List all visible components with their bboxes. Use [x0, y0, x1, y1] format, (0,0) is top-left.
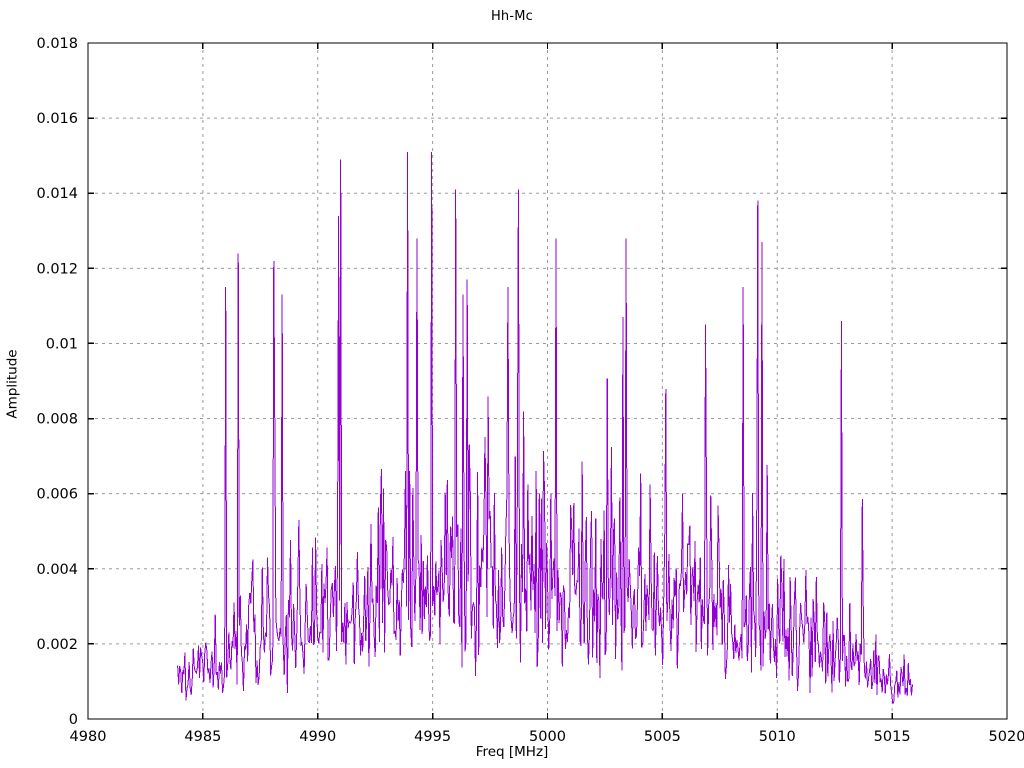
x-tick-label: 5005 [644, 729, 681, 745]
grid-lines [88, 43, 1007, 719]
y-tick-label: 0 [69, 712, 78, 728]
data-series-layer [177, 151, 913, 704]
y-tick-label: 0.002 [36, 637, 78, 653]
x-tick-label: 5015 [874, 729, 911, 745]
axis-tick-labels: 4980 4985 4990 4995 5000 5005 5010 5015 5020 0 0.0… [36, 36, 1024, 745]
y-tick-label: 0.016 [36, 111, 78, 127]
x-tick-label: 5010 [759, 729, 796, 745]
axis-ticks [87, 42, 1008, 720]
y-tick-label: 0.008 [36, 412, 78, 428]
y-tick-label: 0.004 [36, 562, 78, 578]
y-tick-label: 0.012 [36, 261, 78, 277]
chart-title: Hh-Mc [490, 9, 534, 24]
x-tick-label: 4980 [70, 729, 107, 745]
x-tick-label: 5000 [529, 729, 566, 745]
y-tick-label: 0.01 [46, 336, 78, 352]
y-tick-label: 0.018 [36, 36, 78, 52]
x-tick-label: 4990 [299, 729, 336, 745]
x-tick-label: 5020 [989, 729, 1024, 745]
x-axis-title: Freq [MHz] [475, 744, 549, 760]
x-tick-label: 4985 [184, 729, 221, 745]
y-tick-label: 0.006 [36, 487, 78, 503]
x-tick-label: 4995 [414, 729, 451, 745]
y-tick-label: 0.014 [36, 186, 78, 202]
